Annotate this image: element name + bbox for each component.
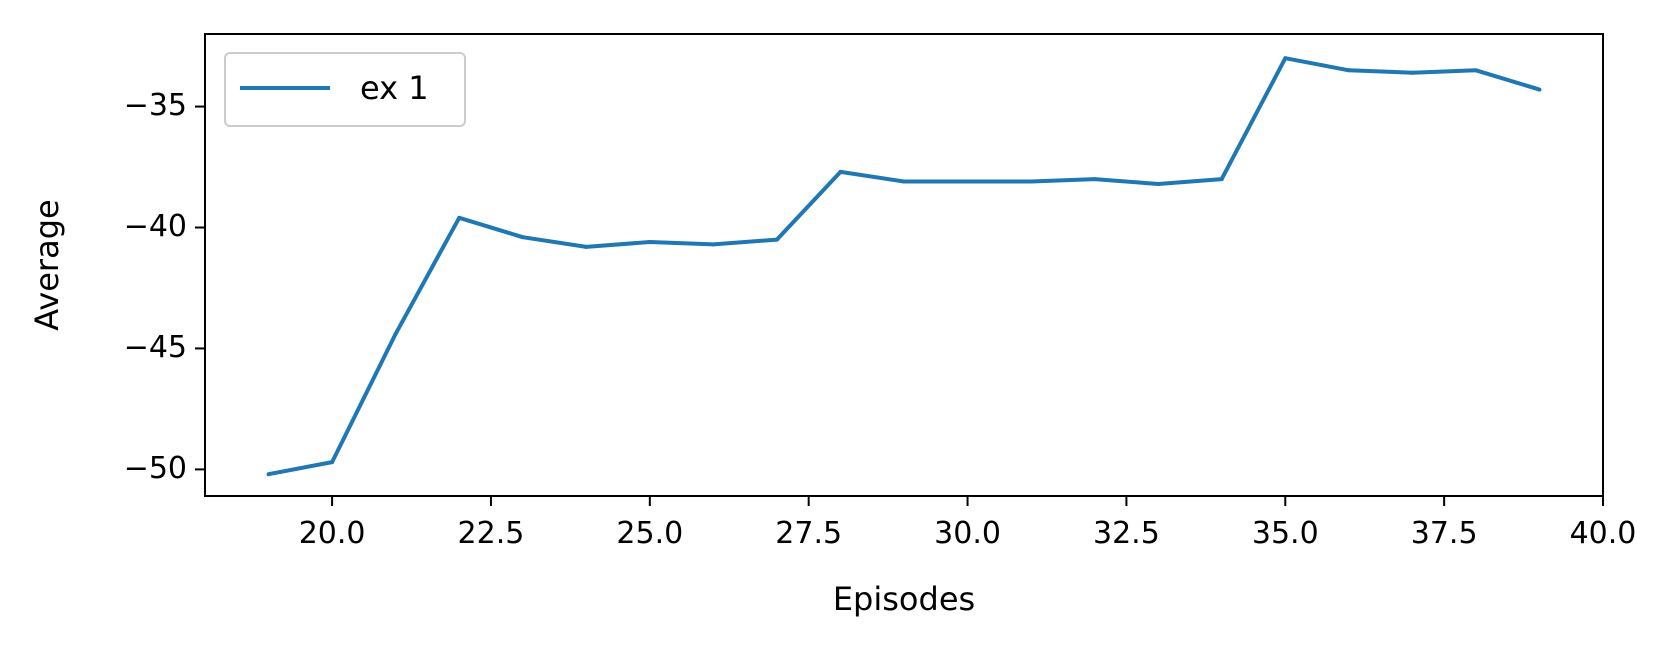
data-point — [902, 179, 906, 184]
x-tick-label: 35.0 — [1252, 516, 1319, 551]
data-point — [1473, 68, 1478, 73]
data-point — [266, 472, 271, 477]
legend-box — [224, 52, 466, 127]
data-point — [457, 215, 462, 220]
legend-label-ex-1: ex 1 — [360, 69, 429, 107]
x-tick-label: 25.0 — [616, 516, 683, 551]
y-axis-ticks: −50 −45 −40 −35 — [124, 88, 205, 486]
data-point — [1029, 179, 1034, 184]
data-point — [393, 331, 398, 336]
x-tick-label: 30.0 — [934, 516, 1001, 551]
data-point — [584, 244, 589, 249]
x-tick-label: 20.0 — [299, 516, 366, 551]
legend: ex 1 — [224, 52, 466, 127]
y-tick-label: −50 — [124, 451, 187, 486]
x-tick-label: 37.5 — [1411, 516, 1478, 551]
data-point — [647, 240, 652, 245]
data-point — [774, 237, 779, 242]
y-tick-label: −45 — [124, 330, 187, 365]
data-point — [520, 235, 525, 240]
data-point — [711, 242, 716, 247]
data-point — [838, 169, 843, 174]
data-point — [1537, 87, 1542, 92]
data-point — [1346, 68, 1351, 73]
plot-area-frame — [204, 33, 1604, 497]
data-point — [1219, 177, 1224, 182]
series-layer — [266, 56, 1542, 477]
x-tick-label: 22.5 — [458, 516, 525, 551]
data-point — [1410, 70, 1415, 75]
x-tick-label: 32.5 — [1093, 516, 1160, 551]
x-axis-ticks: 20.0 22.5 25.0 27.5 30.0 32.5 35.0 37.5 40.0 — [299, 496, 1637, 551]
data-point — [330, 460, 335, 465]
x-axis-label: Episodes — [833, 580, 975, 618]
x-tick-label: 40.0 — [1570, 516, 1637, 551]
y-axis-label: Average — [28, 199, 66, 330]
data-point — [965, 179, 970, 184]
data-point — [1283, 56, 1288, 61]
data-point — [1092, 177, 1097, 182]
data-point — [1156, 181, 1161, 186]
y-tick-label: −40 — [124, 209, 187, 244]
x-tick-label: 27.5 — [775, 516, 842, 551]
y-tick-label: −35 — [124, 88, 187, 123]
